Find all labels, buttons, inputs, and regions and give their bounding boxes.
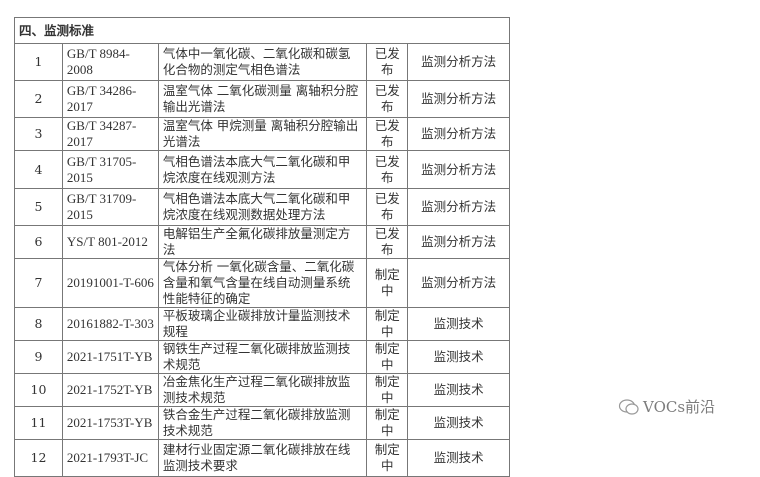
standard-type: 监测技术 bbox=[407, 340, 510, 374]
table-row: 2 GB/T 34286-2017 温室气体 二氧化碳测量 离轴积分腔输出光谱法 已发… bbox=[14, 80, 510, 118]
standard-name: 气相色谱法本底大气二氧化碳和甲烷浓度在线观测数据处理方法 bbox=[157, 188, 368, 226]
standard-code: GB/T 34287-2017 bbox=[61, 117, 159, 151]
standard-name: 冶金焦化生产过程二氧化碳排放监测技术规范 bbox=[157, 373, 368, 407]
row-number: 1 bbox=[14, 43, 63, 81]
standards-table: 四、监测标准 1 GB/T 8984-2008 气体中一氧化碳、二氧化碳和碳氢化合物… bbox=[14, 17, 510, 477]
standard-code: 2021-1793T-JC bbox=[61, 439, 159, 477]
status: 已发布 bbox=[366, 225, 409, 259]
row-number: 3 bbox=[14, 117, 63, 151]
status: 制定中 bbox=[366, 406, 409, 440]
standard-name: 气体分析 一氧化碳含量、二氧化碳含量和氧气含量在线自动测量系统 性能特征的确定 bbox=[157, 258, 368, 308]
standard-code: GB/T 31705-2015 bbox=[61, 150, 159, 189]
standard-name: 平板玻璃企业碳排放计量监测技术规程 bbox=[157, 307, 368, 341]
watermark: VOCs前沿 bbox=[618, 396, 715, 417]
status: 已发布 bbox=[366, 117, 409, 151]
standard-code: GB/T 34286-2017 bbox=[61, 80, 159, 118]
status: 制定中 bbox=[366, 439, 409, 477]
table-row: 11 2021-1753T-YB 铁合金生产过程二氧化碳排放监测技术规范 制定中 监测技… bbox=[14, 406, 510, 440]
standard-type: 监测分析方法 bbox=[407, 117, 510, 151]
status: 制定中 bbox=[366, 307, 409, 341]
standard-type: 监测技术 bbox=[407, 307, 510, 341]
standard-code: GB/T 31709-2015 bbox=[61, 188, 159, 226]
row-number: 11 bbox=[14, 406, 63, 440]
standard-type: 监测分析方法 bbox=[407, 258, 510, 308]
watermark-text: VOCs前沿 bbox=[643, 398, 716, 416]
row-number: 8 bbox=[14, 307, 63, 341]
standard-type: 监测技术 bbox=[407, 439, 510, 477]
standard-type: 监测分析方法 bbox=[407, 150, 510, 189]
row-number: 7 bbox=[14, 258, 63, 308]
standard-type: 监测分析方法 bbox=[407, 188, 510, 226]
table-row: 4 GB/T 31705-2015 气相色谱法本底大气二氧化碳和甲烷浓度在线观测方法… bbox=[14, 150, 510, 189]
standard-name: 温室气体 甲烷测量 离轴积分腔输出光谱法 bbox=[157, 117, 368, 151]
standard-name: 建材行业固定源二氧化碳排放在线监测技术要求 bbox=[157, 439, 368, 477]
wechat-icon bbox=[618, 398, 639, 415]
table-row: 6 YS/T 801-2012 电解铝生产全氟化碳排放量测定方法 已发布 监测分析方法 bbox=[14, 225, 510, 259]
status: 已发布 bbox=[366, 188, 409, 226]
row-number: 4 bbox=[14, 150, 63, 189]
standard-type: 监测分析方法 bbox=[407, 43, 510, 81]
standard-type: 监测技术 bbox=[407, 406, 510, 440]
row-number: 6 bbox=[14, 225, 63, 259]
row-number: 10 bbox=[14, 373, 63, 407]
row-number: 5 bbox=[14, 188, 63, 226]
standard-type: 监测技术 bbox=[407, 373, 510, 407]
standard-name: 铁合金生产过程二氧化碳排放监测技术规范 bbox=[157, 406, 368, 440]
section-title: 四、监测标准 bbox=[14, 17, 510, 44]
standard-name: 温室气体 二氧化碳测量 离轴积分腔输出光谱法 bbox=[157, 80, 368, 118]
standard-name: 气体中一氧化碳、二氧化碳和碳氢化合物的测定气相色谱法 bbox=[157, 43, 368, 81]
standard-code: 2021-1751T-YB bbox=[61, 340, 159, 374]
standard-code: 2021-1752T-YB bbox=[61, 373, 159, 407]
standard-code: 2021-1753T-YB bbox=[61, 406, 159, 440]
table-row: 8 20161882-T-303 平板玻璃企业碳排放计量监测技术规程 制定中 监测技术 bbox=[14, 307, 510, 341]
status: 已发布 bbox=[366, 150, 409, 189]
standard-name: 钢铁生产过程二氧化碳排放监测技术规范 bbox=[157, 340, 368, 374]
status: 已发布 bbox=[366, 80, 409, 118]
table-row: 1 GB/T 8984-2008 气体中一氧化碳、二氧化碳和碳氢化合物的测定气相色谱… bbox=[14, 43, 510, 81]
standard-code: YS/T 801-2012 bbox=[61, 225, 159, 259]
status: 已发布 bbox=[366, 43, 409, 81]
standard-code: GB/T 8984-2008 bbox=[61, 43, 159, 81]
standard-type: 监测分析方法 bbox=[407, 80, 510, 118]
table-row: 3 GB/T 34287-2017 温室气体 甲烷测量 离轴积分腔输出光谱法 已发布监… bbox=[14, 117, 510, 151]
table-row: 12 2021-1793T-JC 建材行业固定源二氧化碳排放在线监测技术要求 制定中监… bbox=[14, 439, 510, 477]
status: 制定中 bbox=[366, 258, 409, 308]
standard-code: 20191001-T-606 bbox=[61, 258, 159, 308]
row-number: 12 bbox=[14, 439, 63, 477]
status: 制定中 bbox=[366, 373, 409, 407]
table-row: 5 GB/T 31709-2015 气相色谱法本底大气二氧化碳和甲烷浓度在线观测数据… bbox=[14, 188, 510, 226]
row-number: 9 bbox=[14, 340, 63, 374]
standard-name: 气相色谱法本底大气二氧化碳和甲烷浓度在线观测方法 bbox=[157, 150, 368, 189]
table-row: 9 2021-1751T-YB 钢铁生产过程二氧化碳排放监测技术规范 制定中 监测技术 bbox=[14, 340, 510, 374]
standard-type: 监测分析方法 bbox=[407, 225, 510, 259]
table-row: 10 2021-1752T-YB 冶金焦化生产过程二氧化碳排放监测技术规范 制定中 监测… bbox=[14, 373, 510, 407]
table-row: 7 20191001-T-606 气体分析 一氧化碳含量、二氧化碳含量和氧气含量在线… bbox=[14, 258, 510, 308]
status: 制定中 bbox=[366, 340, 409, 374]
standard-code: 20161882-T-303 bbox=[61, 307, 159, 341]
row-number: 2 bbox=[14, 80, 63, 118]
section-header-row: 四、监测标准 bbox=[14, 17, 510, 44]
standard-name: 电解铝生产全氟化碳排放量测定方法 bbox=[157, 225, 368, 259]
